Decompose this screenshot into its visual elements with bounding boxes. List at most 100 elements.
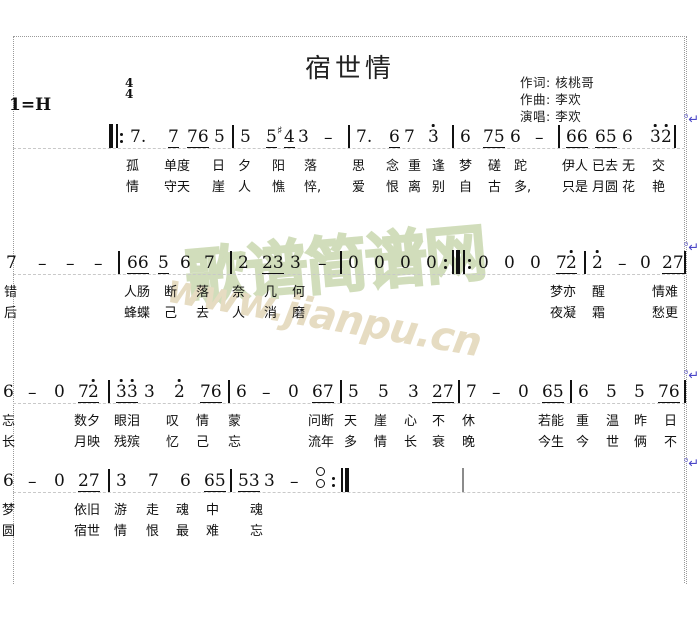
repeat-end-dots [332, 473, 336, 491]
lyric: 思 [352, 159, 366, 174]
lyric: 温 [606, 414, 620, 429]
note: 6 [622, 127, 633, 147]
note: 5 [240, 127, 251, 147]
credit-singer-role: 演唱: [520, 109, 551, 124]
credit-lyricist-name: 核桃哥 [555, 75, 595, 90]
lyric: 人肠 [124, 285, 151, 300]
text-cursor[interactable] [462, 468, 464, 492]
lyric: 晚 [462, 435, 476, 450]
note: 6 [180, 253, 191, 273]
credit-composer-role: 作曲: [520, 92, 551, 107]
note: 6 [236, 382, 247, 402]
lyric: 己 [164, 306, 178, 321]
rest: 0 [640, 253, 651, 273]
note-extension-dash: – [28, 383, 37, 403]
lyric-row-2-verse-2: 后 蜂蝶 己 去 人 消 磨 夜凝 霜 愁更 [0, 302, 700, 326]
note-extension-dash: – [492, 383, 501, 403]
lyric: 逢 [432, 159, 446, 174]
time-signature-denominator: 4 [125, 87, 134, 101]
lyric: 重 [576, 414, 590, 429]
lyric: 中 [206, 503, 220, 518]
lyric: 依旧 [74, 503, 101, 518]
note: 7 [204, 253, 215, 273]
lyric: 忘 [2, 414, 16, 429]
note: 67 [312, 382, 334, 403]
paragraph-mark-icon: o↵ [684, 112, 699, 127]
repeat-start-dots [120, 129, 124, 147]
note: 3 [290, 253, 301, 273]
rest: 0 [374, 253, 385, 273]
lyric: 己 [196, 435, 210, 450]
note: 65 [542, 382, 564, 403]
lyric: 魂 [176, 503, 190, 518]
lyric: 夕 [238, 159, 252, 174]
barline [230, 469, 232, 492]
note: 5 [158, 253, 169, 274]
lyric: 情 [196, 414, 210, 429]
stave-baseline [13, 148, 685, 149]
rest: 0 [518, 382, 529, 402]
lyric: 重 [408, 159, 422, 174]
lyric: 情 [126, 180, 140, 195]
lyric: 单度 [164, 159, 191, 174]
credit-lyricist: 作词: 核桃哥 [520, 74, 594, 91]
rest: 0 [400, 253, 411, 273]
note-extension-dash: – [535, 128, 544, 148]
lyric: 人 [238, 180, 252, 195]
lyric: 天 [344, 414, 358, 429]
lyric: 蒙 [228, 414, 242, 429]
repeat-start-thin-bar [116, 124, 118, 148]
barline [684, 380, 686, 403]
barline [232, 125, 234, 148]
lyric: 后 [4, 306, 18, 321]
lyric: 磋 [488, 159, 502, 174]
lyric: 流年 [308, 435, 335, 450]
lyric: 醒 [592, 285, 606, 300]
lyric: 情难 [652, 285, 679, 300]
note: 27 [432, 382, 454, 403]
lyric: 去 [196, 306, 210, 321]
lyric: 蜂蝶 [124, 306, 151, 321]
lyric: 夜凝 [550, 306, 577, 321]
note: 4 [284, 127, 295, 148]
barline [452, 125, 454, 148]
lyric: 离 [408, 180, 422, 195]
barline [228, 380, 230, 403]
time-signature: 4 4 [125, 77, 134, 101]
note-extension-dash: – [28, 472, 37, 492]
lyric: 问断 [308, 414, 335, 429]
lyric: 若能 [538, 414, 565, 429]
stave-baseline [13, 492, 685, 493]
barline [570, 380, 572, 403]
lyric: 残殡 [114, 435, 141, 450]
note: 75 [483, 127, 505, 148]
lyric: 只是 [562, 180, 589, 195]
note: 65 [595, 127, 617, 148]
credit-composer: 作曲: 李欢 [520, 91, 594, 108]
rest: 0 [288, 382, 299, 402]
note-high-octave: 3 [428, 127, 439, 147]
rest: 0 [426, 253, 437, 273]
lyric: 最 [176, 524, 190, 539]
lyric: 世 [606, 435, 620, 450]
note-extension-dash: – [618, 254, 627, 274]
rest: 0 [530, 253, 541, 273]
stave-line-1: 7. 7 76 5 5 5 ♯ 4 3 – 7. 6 7 3 6 75 6 – … [0, 122, 700, 200]
lyric: 落 [196, 285, 210, 300]
lyric: 消 [264, 306, 278, 321]
note: 3 [264, 471, 275, 491]
lyric-row-3-verse-2: 长 月映 残殡 忆 己 忘 流年 多 情 长 衰 晚 今生 今 世 俩 不 [0, 431, 700, 455]
lyric: 落 [304, 159, 318, 174]
note: 3 [116, 471, 127, 491]
page-title: 宿世情 [304, 54, 395, 84]
lyric: 多, [514, 180, 532, 195]
lyric: 磨 [292, 306, 306, 321]
note-high-octave: 3 [650, 127, 661, 147]
stave-baseline [13, 403, 685, 404]
lyric: 崖 [212, 180, 226, 195]
credits-block: 作词: 核桃哥 作曲: 李欢 演唱: 李欢 [520, 74, 594, 125]
lyric: 孤 [126, 159, 140, 174]
note: 5 [378, 382, 389, 402]
rest: 0 [478, 253, 489, 273]
credit-composer-name: 李欢 [555, 92, 582, 107]
